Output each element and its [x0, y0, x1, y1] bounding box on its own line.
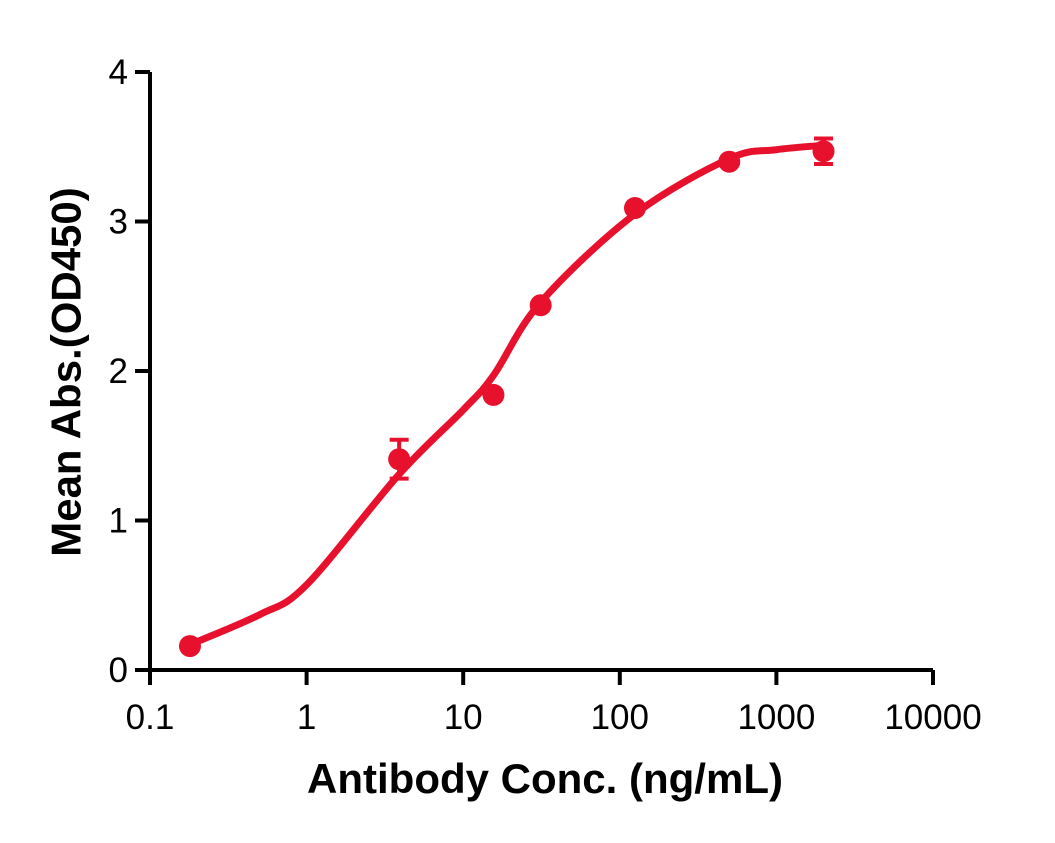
data-point-marker: [482, 383, 505, 406]
x-axis-title: Antibody Conc. (ng/mL): [307, 755, 783, 802]
y-tick-label: 1: [109, 502, 128, 541]
data-point-marker: [623, 197, 646, 220]
y-axis-title: Mean Abs.(OD450): [43, 187, 90, 557]
x-tick-label: 1000: [737, 698, 815, 737]
data-point-marker: [178, 635, 201, 658]
y-tick-label: 0: [109, 651, 128, 690]
plot-area: 0.1 1 10 100 1000 10000 0 1 2 3 4: [109, 53, 982, 737]
data-point-marker: [718, 150, 741, 173]
y-tick-label: 3: [109, 203, 128, 242]
fit-curve: [186, 141, 827, 649]
x-tick-label: 1: [297, 698, 316, 737]
data-point-marker: [388, 448, 411, 471]
x-tick-label: 0.1: [126, 698, 175, 737]
y-tick-label: 4: [109, 53, 128, 92]
x-tick-label: 10000: [884, 698, 981, 737]
y-tick-label: 2: [109, 352, 128, 391]
x-tick-label: 100: [591, 698, 649, 737]
data-point-marker: [812, 140, 835, 163]
x-tick-label: 10: [444, 698, 483, 737]
data-point-marker: [529, 294, 552, 317]
